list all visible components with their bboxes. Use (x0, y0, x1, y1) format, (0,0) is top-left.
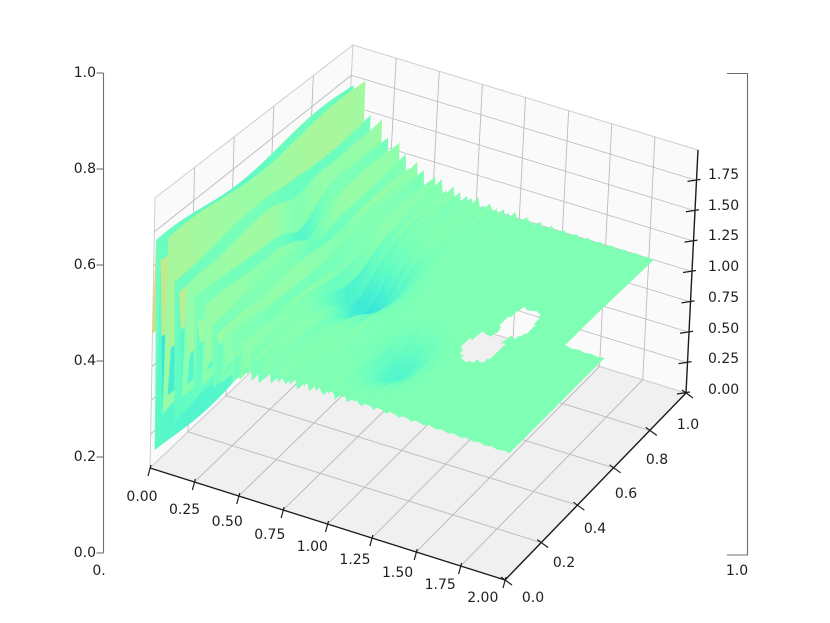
figure-3d-surface-plot: 1.0 0.8 0.6 0.4 0.2 0.0 0. 1.0 0.00 0.25 0.50 0.75 1… (0, 0, 830, 623)
surface-plot-canvas (0, 0, 830, 623)
